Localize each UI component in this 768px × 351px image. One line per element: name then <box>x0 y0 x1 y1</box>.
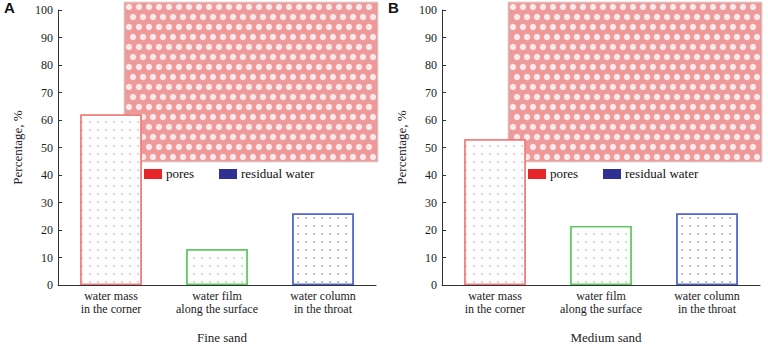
svg-text:Percentage, %: Percentage, % <box>394 110 409 185</box>
svg-text:water column: water column <box>674 289 740 303</box>
svg-text:90: 90 <box>425 31 437 45</box>
svg-text:water mass: water mass <box>84 289 138 303</box>
svg-text:in the corner: in the corner <box>465 302 526 316</box>
svg-text:60: 60 <box>41 113 53 127</box>
svg-text:40: 40 <box>41 168 53 182</box>
svg-text:20: 20 <box>41 223 53 237</box>
svg-text:90: 90 <box>41 31 53 45</box>
svg-text:residual water: residual water <box>241 166 315 181</box>
svg-text:10: 10 <box>425 251 437 265</box>
svg-text:60: 60 <box>425 113 437 127</box>
svg-text:Percentage, %: Percentage, % <box>10 110 25 185</box>
svg-text:residual water: residual water <box>625 166 699 181</box>
svg-text:10: 10 <box>41 251 53 265</box>
svg-text:along the surface: along the surface <box>560 302 642 316</box>
svg-text:50: 50 <box>425 141 437 155</box>
svg-text:50: 50 <box>41 141 53 155</box>
svg-text:100: 100 <box>35 3 53 17</box>
svg-text:along the surface: along the surface <box>176 302 258 316</box>
svg-text:30: 30 <box>41 196 53 210</box>
svg-text:Fine sand: Fine sand <box>197 330 248 345</box>
svg-text:0: 0 <box>431 278 437 292</box>
svg-text:water film: water film <box>192 289 242 303</box>
svg-text:Medium sand: Medium sand <box>570 330 642 345</box>
svg-text:100: 100 <box>419 3 437 17</box>
svg-text:water mass: water mass <box>468 289 522 303</box>
svg-text:70: 70 <box>41 86 53 100</box>
svg-text:pores: pores <box>550 166 578 181</box>
svg-text:in the throat: in the throat <box>678 302 737 316</box>
svg-text:80: 80 <box>41 58 53 72</box>
svg-text:70: 70 <box>425 86 437 100</box>
svg-text:80: 80 <box>425 58 437 72</box>
svg-text:0: 0 <box>47 278 53 292</box>
svg-text:30: 30 <box>425 196 437 210</box>
svg-text:A: A <box>4 0 15 16</box>
svg-text:20: 20 <box>425 223 437 237</box>
svg-text:40: 40 <box>425 168 437 182</box>
svg-text:in the corner: in the corner <box>81 302 142 316</box>
svg-text:B: B <box>388 0 399 16</box>
svg-text:water column: water column <box>290 289 356 303</box>
svg-text:in the throat: in the throat <box>294 302 353 316</box>
svg-text:pores: pores <box>166 166 194 181</box>
svg-text:water film: water film <box>576 289 626 303</box>
